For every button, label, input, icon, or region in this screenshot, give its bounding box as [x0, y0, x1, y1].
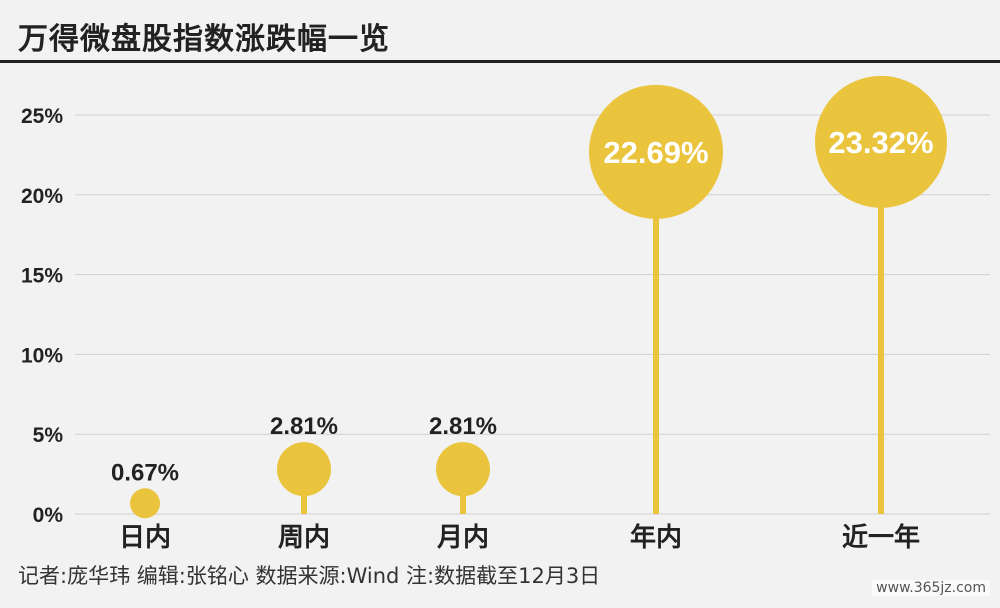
y-tick-label: 20% — [21, 185, 63, 208]
x-category-label: 周内 — [278, 523, 330, 553]
lollipop-bubble — [130, 488, 160, 519]
y-tick-label: 5% — [33, 424, 64, 447]
lollipop-bubble — [815, 75, 947, 208]
data-label: 22.69% — [603, 135, 708, 170]
y-tick-label: 10% — [21, 344, 63, 367]
data-label: 2.81% — [270, 413, 338, 440]
x-category-label: 日内 — [119, 523, 171, 553]
data-label: 2.81% — [429, 413, 497, 440]
lollipop-bubble — [589, 84, 723, 219]
watermark: www.365jz.com — [872, 580, 990, 596]
x-category-label: 月内 — [436, 523, 489, 553]
data-label: 23.32% — [828, 125, 933, 160]
footer-credits: 记者:庞华玮 编辑:张铭心 数据来源:Wind 注:数据截至12月3日 — [18, 564, 601, 588]
y-tick-label: 25% — [21, 105, 63, 128]
x-category-label: 年内 — [630, 522, 682, 553]
y-tick-label: 15% — [21, 265, 63, 288]
title-rule — [0, 60, 1000, 63]
chart-title: 万得微盘股指数涨跌幅一览 — [18, 22, 390, 57]
lollipop-bubble — [277, 442, 331, 497]
x-category-label: 近一年 — [842, 522, 920, 553]
y-tick-label: 0% — [33, 504, 64, 527]
data-label: 0.67% — [111, 459, 179, 486]
lollipop-bubble — [436, 442, 490, 497]
